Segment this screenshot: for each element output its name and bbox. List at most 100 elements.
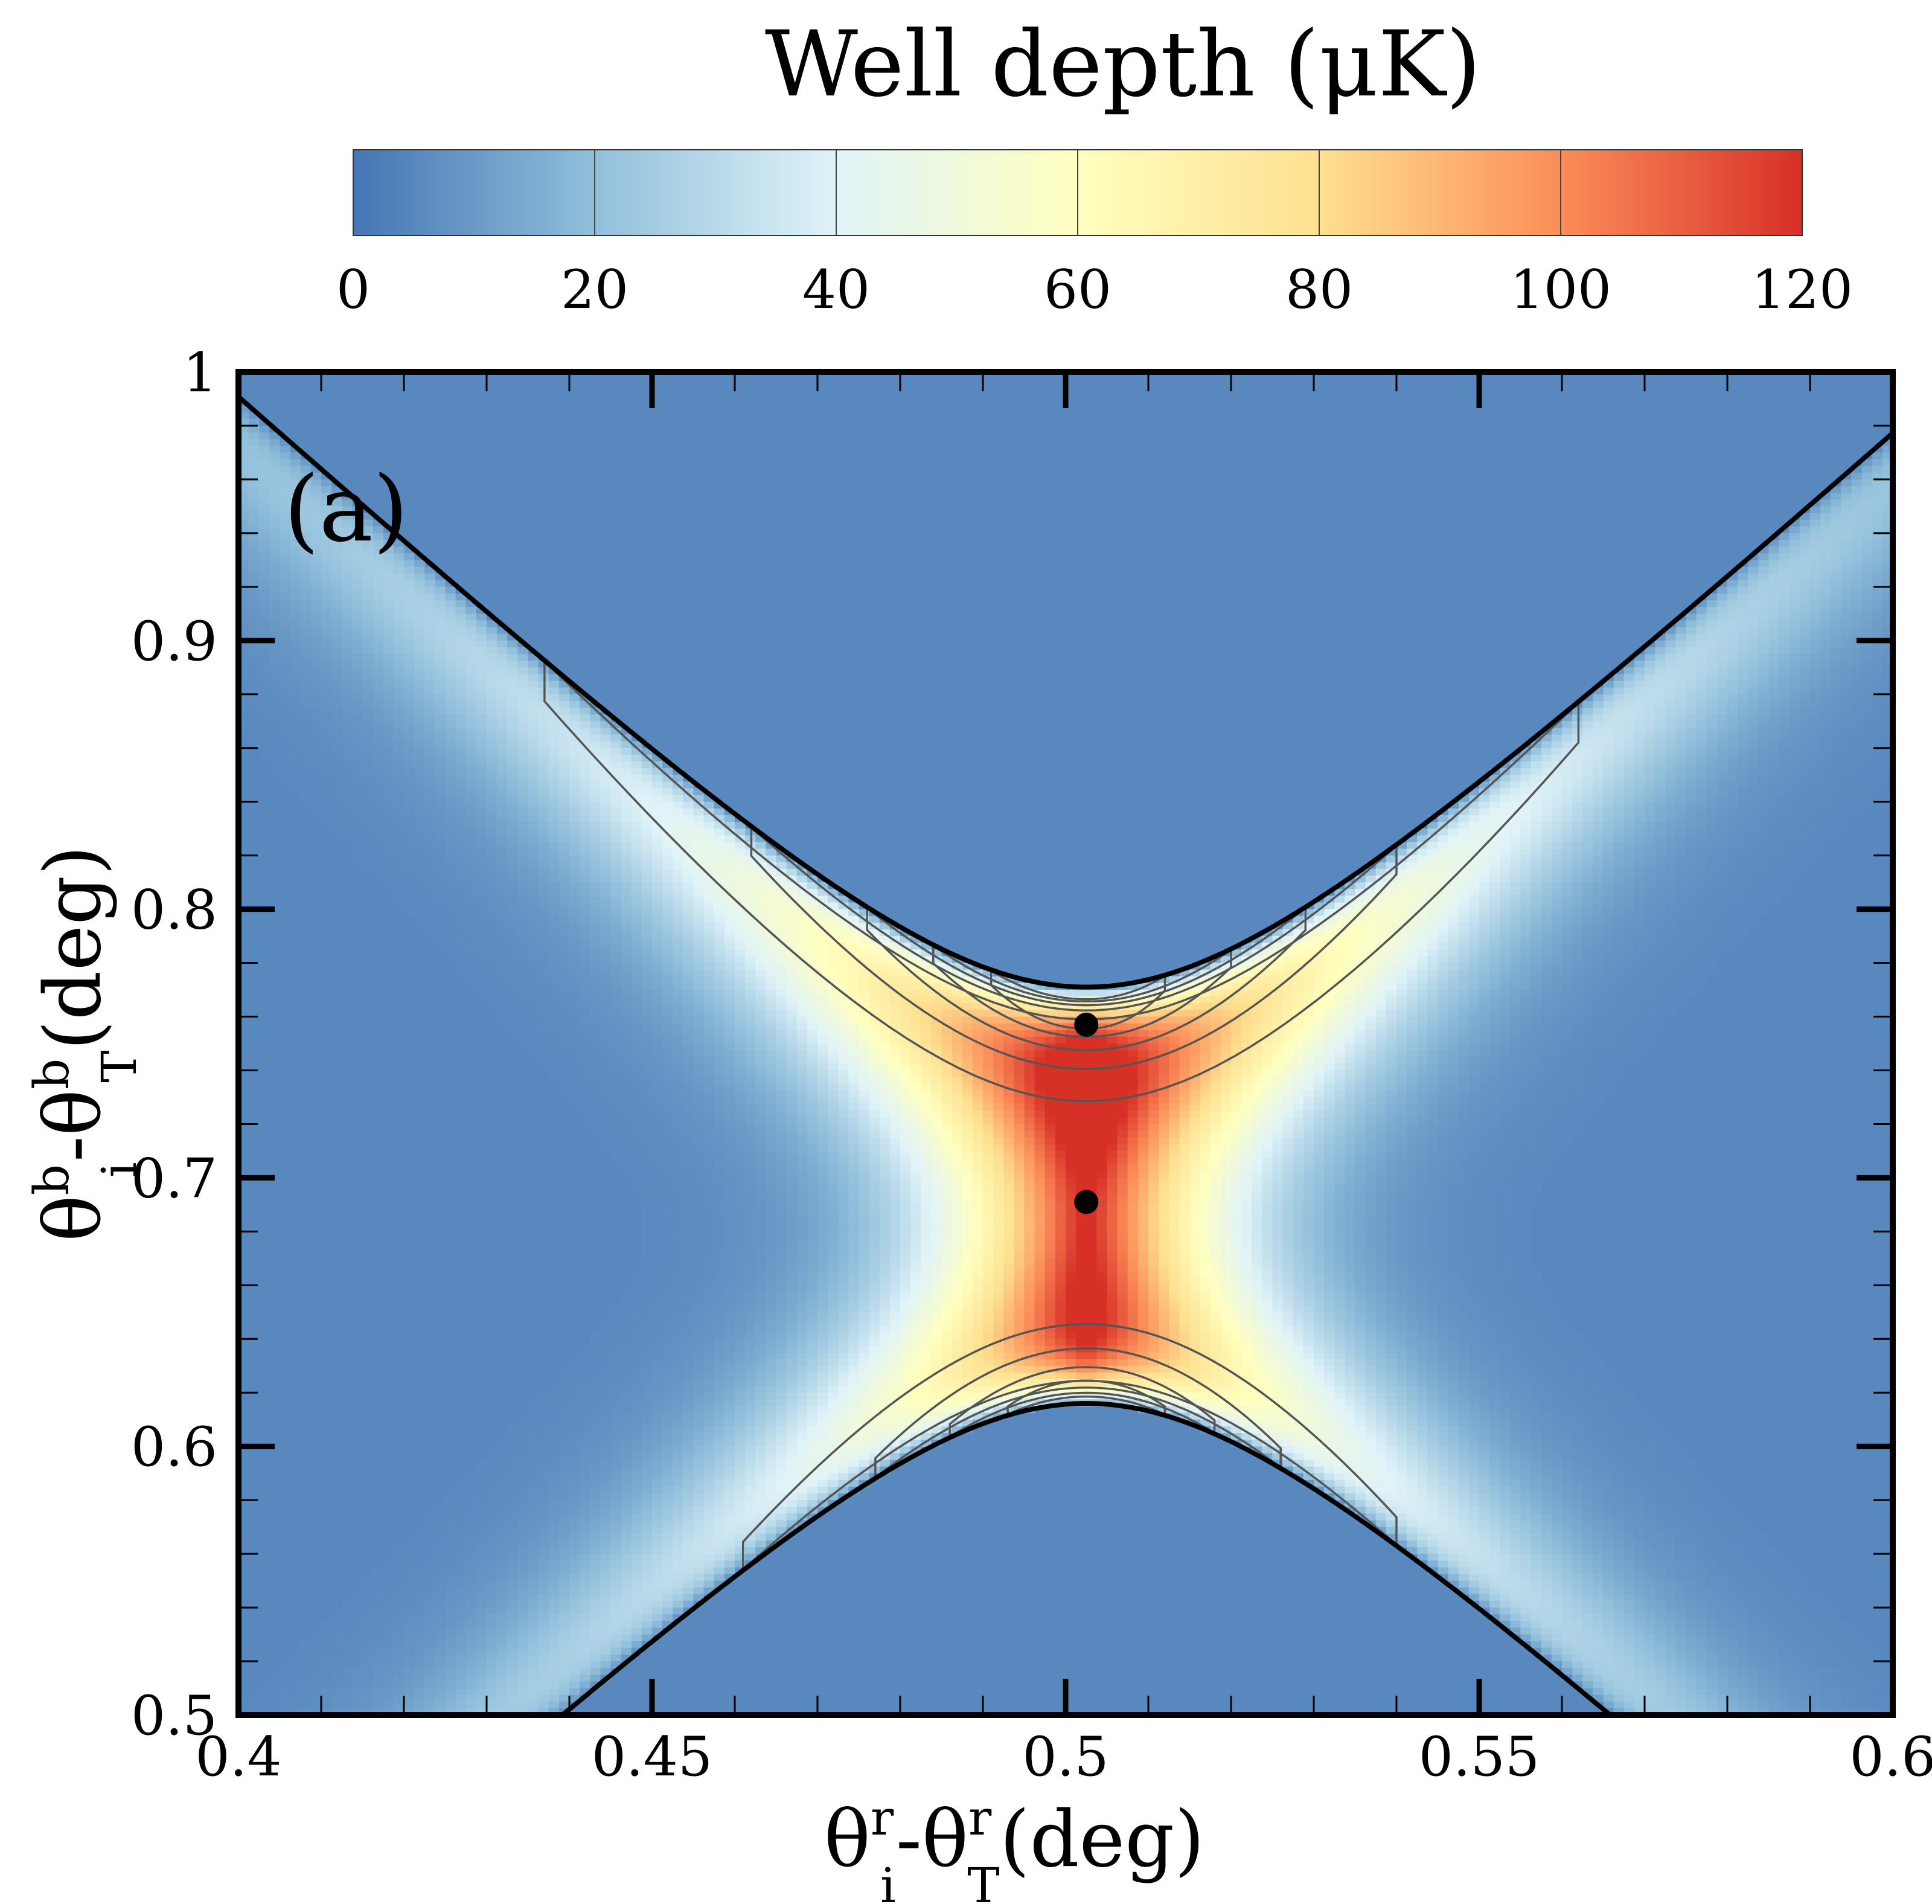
heatmap-cell — [476, 1460, 487, 1467]
heatmap-cell — [238, 640, 249, 648]
heatmap-cell — [703, 1399, 715, 1407]
heatmap-cell — [538, 929, 549, 937]
heatmap-cell — [538, 876, 549, 883]
heatmap-cell — [600, 929, 612, 937]
heatmap-cell — [238, 593, 249, 601]
heatmap-cell — [424, 1533, 436, 1541]
heatmap-cell — [507, 1440, 519, 1447]
heatmap-cell — [714, 1191, 725, 1199]
heatmap-cell — [269, 566, 281, 574]
heatmap-cell — [497, 936, 508, 943]
heatmap-cell — [735, 1440, 746, 1447]
heatmap-cell — [548, 909, 560, 917]
heatmap-cell — [703, 1124, 715, 1132]
heatmap-cell — [424, 674, 436, 682]
heatmap-cell — [487, 640, 497, 648]
heatmap-cell — [373, 620, 384, 628]
heatmap-cell — [652, 996, 663, 1004]
heatmap-cell — [683, 1379, 694, 1386]
heatmap-cell — [424, 741, 436, 749]
heatmap-cell — [662, 902, 674, 910]
heatmap-cell — [321, 1681, 332, 1689]
heatmap-cell — [300, 1668, 312, 1676]
heatmap-cell — [590, 1010, 601, 1018]
heatmap-cell — [631, 1520, 642, 1528]
heatmap-cell — [393, 1681, 405, 1689]
heatmap-cell — [745, 1466, 756, 1474]
heatmap-cell — [435, 734, 446, 742]
heatmap-cell — [528, 661, 539, 668]
heatmap-cell — [487, 822, 497, 829]
heatmap-cell — [517, 1647, 529, 1655]
heatmap-cell — [487, 1507, 497, 1515]
heatmap-cell — [445, 788, 456, 796]
heatmap-cell — [745, 1137, 756, 1145]
heatmap-cell — [755, 1352, 767, 1360]
heatmap-cell — [693, 1292, 705, 1300]
heatmap-cell — [569, 1668, 580, 1676]
heatmap-cell — [280, 748, 291, 755]
heatmap-cell — [373, 855, 384, 863]
heatmap-cell — [735, 990, 746, 997]
heatmap-cell — [600, 748, 612, 755]
heatmap-cell — [393, 889, 405, 897]
heatmap-cell — [259, 553, 270, 561]
heatmap-cell — [569, 1050, 580, 1058]
heatmap-cell — [269, 506, 281, 514]
heatmap-cell — [383, 1594, 394, 1601]
heatmap-cell — [507, 788, 519, 796]
heatmap-cell — [662, 1111, 674, 1118]
heatmap-cell — [714, 1043, 725, 1051]
heatmap-cell — [693, 1124, 705, 1132]
heatmap-cell — [280, 519, 291, 527]
heatmap-cell — [280, 1675, 291, 1682]
heatmap-cell — [693, 1003, 705, 1011]
heatmap-cell — [476, 1520, 487, 1528]
heatmap-cell — [766, 1238, 777, 1246]
heatmap-cell — [580, 1453, 591, 1461]
heatmap-cell — [673, 1164, 684, 1172]
heatmap-cell — [424, 1641, 436, 1649]
heatmap-cell — [558, 829, 570, 836]
heatmap-cell — [641, 1453, 653, 1461]
heatmap-cell — [600, 1493, 612, 1501]
heatmap-cell — [590, 1675, 601, 1682]
heatmap-cell — [683, 1493, 694, 1501]
heatmap-cell — [714, 943, 725, 950]
heatmap-cell — [724, 1124, 735, 1132]
heatmap-cell — [673, 1124, 684, 1132]
heatmap-cell — [693, 1030, 705, 1037]
heatmap-cell — [621, 1097, 632, 1104]
heatmap-cell — [497, 1694, 508, 1702]
heatmap-cell — [662, 1345, 674, 1353]
heatmap-cell — [621, 1533, 632, 1541]
heatmap-cell — [652, 1345, 663, 1353]
heatmap-cell — [465, 1681, 477, 1689]
heatmap-cell — [600, 1614, 612, 1622]
heatmap-cell — [393, 560, 405, 568]
heatmap-cell — [238, 614, 249, 621]
heatmap-cell — [331, 1694, 343, 1702]
heatmap-cell — [610, 1312, 622, 1319]
heatmap-cell — [590, 1466, 601, 1474]
heatmap-cell — [331, 808, 343, 816]
heatmap-cell — [300, 600, 312, 607]
heatmap-cell — [383, 533, 394, 540]
heatmap-cell — [673, 1016, 684, 1024]
heatmap-cell — [538, 963, 549, 970]
heatmap-cell — [735, 1144, 746, 1152]
heatmap-cell — [310, 647, 322, 655]
heatmap-cell — [238, 506, 249, 514]
heatmap-cell — [548, 929, 560, 937]
heatmap-cell — [569, 1694, 580, 1702]
heatmap-cell — [766, 1036, 777, 1044]
heatmap-cell — [745, 1453, 756, 1461]
heatmap-cell — [352, 526, 363, 534]
heatmap-cell — [528, 956, 539, 964]
heatmap-cell — [631, 1479, 642, 1487]
heatmap-cell — [755, 956, 767, 964]
heatmap-cell — [487, 795, 497, 803]
heatmap-cell — [280, 661, 291, 668]
heatmap-cell — [569, 1393, 580, 1400]
heatmap-cell — [641, 1036, 653, 1044]
